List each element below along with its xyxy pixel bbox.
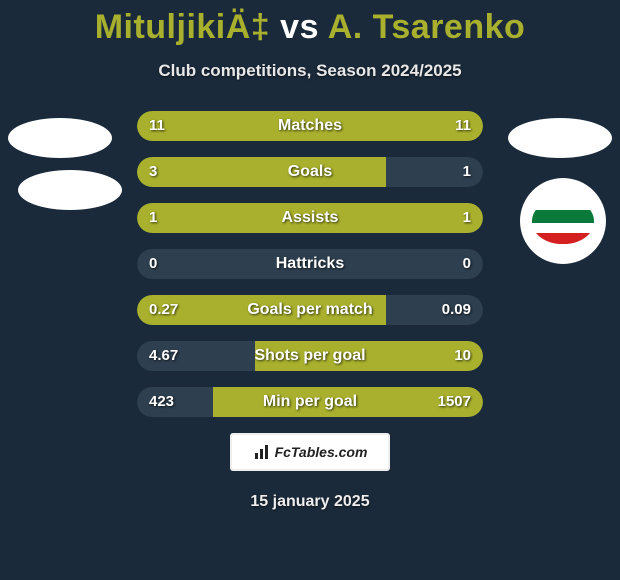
stat-row: 11Matches11 <box>137 111 483 141</box>
stat-label: Min per goal <box>137 387 483 417</box>
stat-label: Assists <box>137 203 483 233</box>
brand-text: FcTables.com <box>275 444 368 460</box>
stat-label: Goals <box>137 157 483 187</box>
brand-box[interactable]: FcTables.com <box>230 433 390 471</box>
player-right-name: A. Tsarenko <box>328 8 526 46</box>
player-right-badge <box>508 118 612 158</box>
brand-icon <box>253 443 271 461</box>
stat-value-right: 10 <box>454 341 471 371</box>
club-left-badge <box>18 170 122 210</box>
player-left-badge <box>8 118 112 158</box>
stat-label: Goals per match <box>137 295 483 325</box>
stat-value-right: 11 <box>455 111 471 141</box>
stat-row: 4.67Shots per goal10 <box>137 341 483 371</box>
date-text: 15 january 2025 <box>0 493 620 511</box>
stat-label: Matches <box>137 111 483 141</box>
stat-value-right: 1 <box>463 157 471 187</box>
stat-value-right: 1507 <box>438 387 471 417</box>
stat-label: Shots per goal <box>137 341 483 371</box>
stat-row: 423Min per goal1507 <box>137 387 483 417</box>
stat-row: 3Goals1 <box>137 157 483 187</box>
club-stripe-0 <box>532 198 594 210</box>
stat-row: 0Hattricks0 <box>137 249 483 279</box>
vs-text: vs <box>280 8 319 46</box>
club-right-logo <box>520 178 606 264</box>
stat-value-right: 0 <box>463 249 471 279</box>
stat-label: Hattricks <box>137 249 483 279</box>
club-stripe-1 <box>532 210 594 224</box>
stat-value-right: 0.09 <box>442 295 471 325</box>
stats-list: 11Matches113Goals11Assists10Hattricks00.… <box>137 111 483 417</box>
stat-value-right: 1 <box>463 203 471 233</box>
stat-row: 0.27Goals per match0.09 <box>137 295 483 325</box>
player-left-name: MituljikiÄ‡ <box>95 8 271 46</box>
club-right-logo-inner <box>532 198 594 244</box>
stat-row: 1Assists1 <box>137 203 483 233</box>
club-stripe-2 <box>532 223 594 233</box>
subtitle: Club competitions, Season 2024/2025 <box>0 61 620 81</box>
page-title: MituljikiÄ‡ vs A. Tsarenko <box>0 0 620 47</box>
club-stripe-3 <box>532 233 594 244</box>
